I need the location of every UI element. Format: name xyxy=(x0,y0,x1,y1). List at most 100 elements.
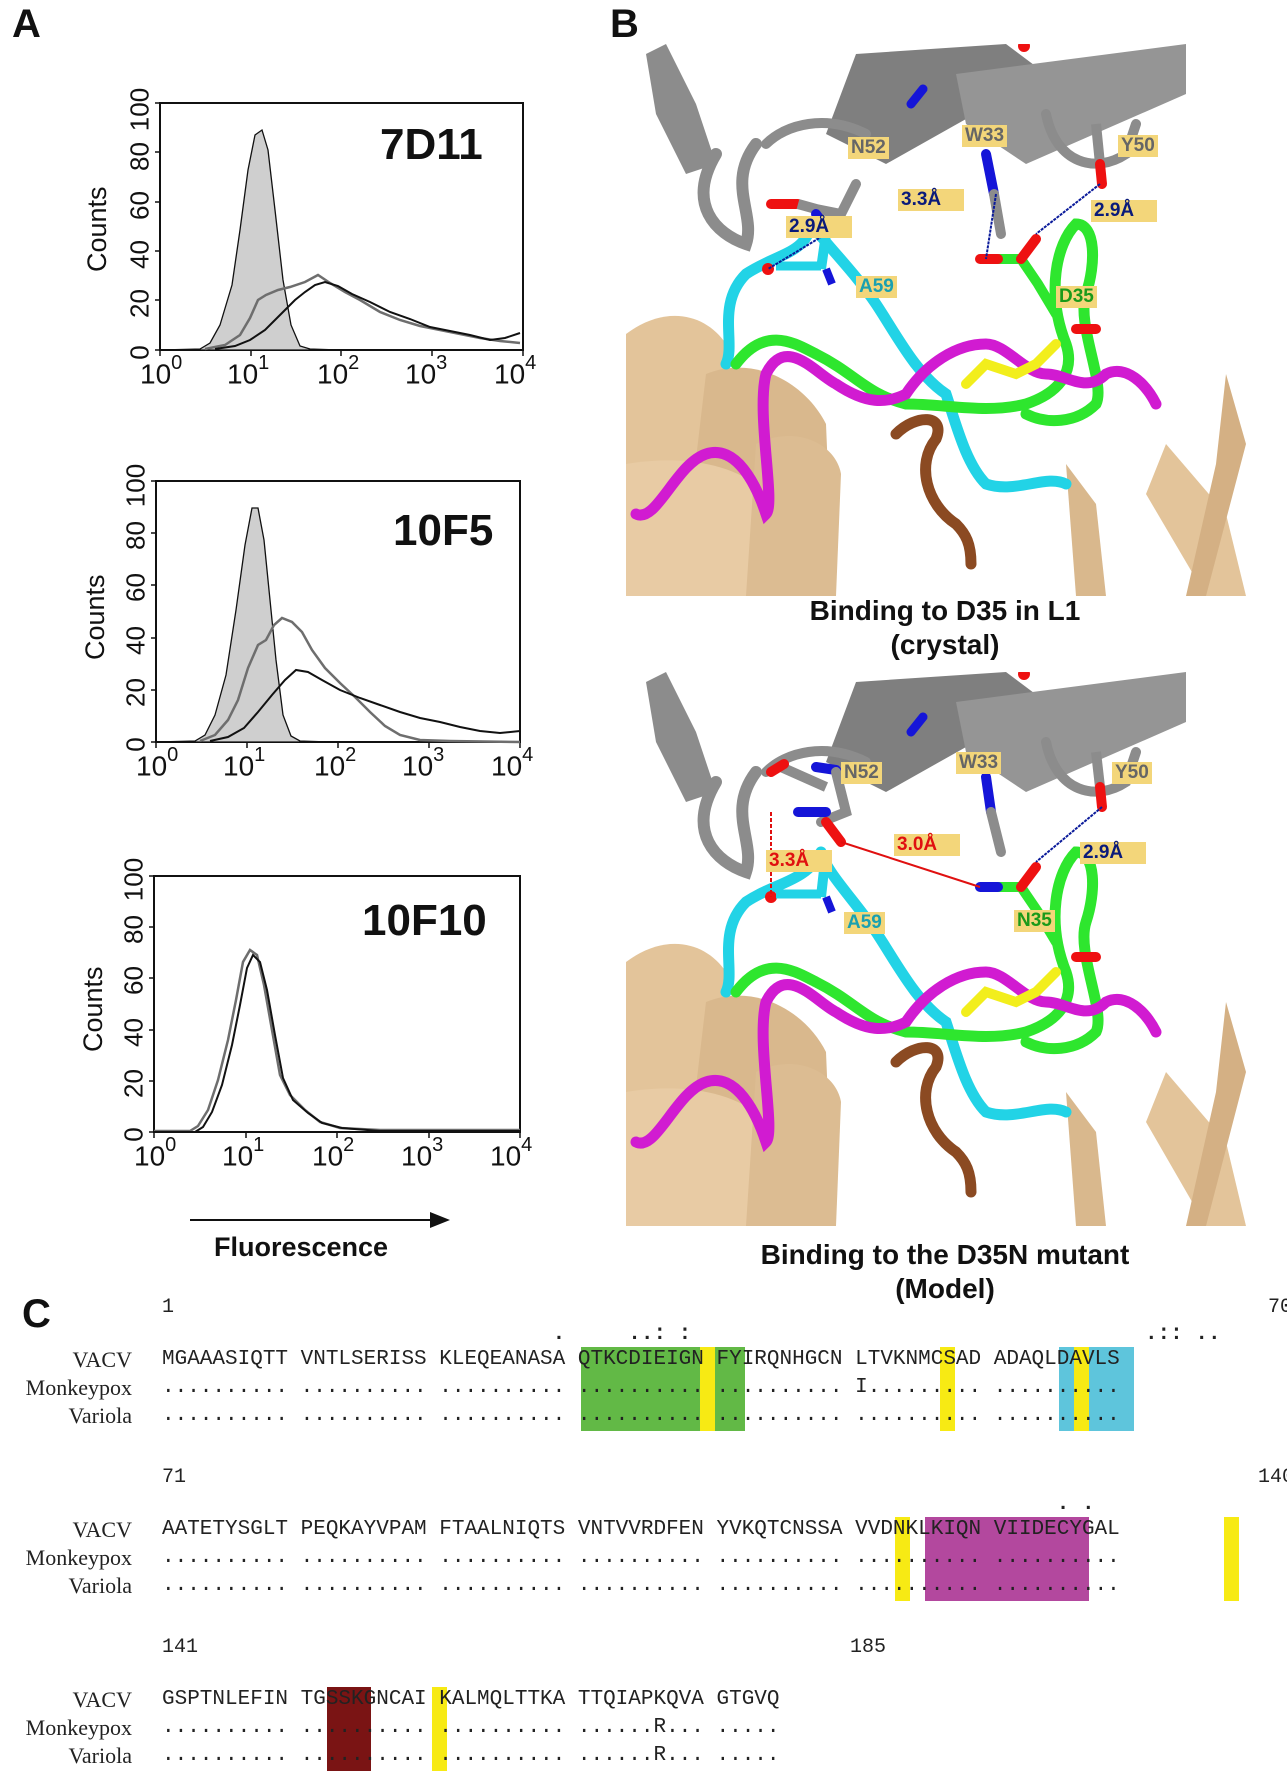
residue-label-n35: N35 xyxy=(1014,910,1055,932)
antibody-label-10f5: 10F5 xyxy=(393,506,494,555)
x-tick-exp: 3 xyxy=(436,352,448,374)
x-tick: 103 xyxy=(401,1134,443,1172)
x-tick: 100 xyxy=(136,744,178,782)
x-tick-base: 10 xyxy=(312,1140,344,1172)
x-tick: 103 xyxy=(405,352,447,390)
distance-label-1: 2.9Å xyxy=(786,216,852,238)
fluorescence-arrow-icon xyxy=(190,1212,450,1228)
residue-label-n52: N52 xyxy=(848,137,889,159)
x-tick-exp: 4 xyxy=(521,1134,533,1156)
x-tick-base: 10 xyxy=(401,1140,433,1172)
distance-label-2: 3.3Å xyxy=(898,189,964,211)
x-tick: 104 xyxy=(491,744,533,782)
x-tick-exp: 4 xyxy=(522,744,534,766)
x-tick-base: 10 xyxy=(405,358,437,390)
x-tick-base: 10 xyxy=(134,1140,166,1172)
x-tick-base: 10 xyxy=(140,358,172,390)
x-tick-base: 10 xyxy=(314,750,346,782)
x-tick-exp: 1 xyxy=(253,1134,265,1156)
x-tick: 103 xyxy=(402,744,444,782)
highlight-yellow xyxy=(895,1517,910,1601)
highlight-magenta xyxy=(925,1517,1089,1601)
x-tick: 102 xyxy=(312,1134,354,1172)
antibody-label-7d11: 7D11 xyxy=(380,120,483,169)
structure-crystal: N52 W33 Y50 2.9Å 3.3Å 2.9Å A59 D35 xyxy=(626,44,1266,596)
x-tick-base: 10 xyxy=(227,358,259,390)
highlight-yellow xyxy=(700,1347,715,1431)
distance-label-3: 2.9Å xyxy=(1091,200,1157,222)
x-tick-exp: 2 xyxy=(343,1134,355,1156)
residue-label-a59: A59 xyxy=(844,912,885,934)
histogram-7d11-plot xyxy=(155,102,524,356)
residue-label-w33: W33 xyxy=(956,752,1002,774)
residue-label-d35: D35 xyxy=(1056,286,1097,308)
x-tick-exp: 1 xyxy=(254,744,266,766)
distance-label-2: 3.0Å xyxy=(894,834,960,856)
structure-model: N52 W33 Y50 3.3Å 3.0Å 2.9Å A59 N35 xyxy=(626,672,1266,1226)
x-tick-base: 10 xyxy=(494,358,526,390)
x-tick-exp: 0 xyxy=(171,352,183,374)
sequence-vacv: MGAAASIQTT VNTLSERISS KLEQEANASA QTKCDIE… xyxy=(162,1348,1120,1371)
residue-label-a59: A59 xyxy=(856,276,897,298)
sequence-name-vacv: VACV xyxy=(72,1687,132,1712)
x-tick-base: 10 xyxy=(223,750,255,782)
sequence-vacv: GSPTNLEFIN TGSSKGNCAI KALMQLTTKA TTQIAPK… xyxy=(162,1688,780,1711)
highlight-yellow xyxy=(1224,1517,1239,1601)
x-tick: 100 xyxy=(134,1134,176,1172)
sequence-name-vacv: VACV xyxy=(72,1347,132,1372)
x-tick: 102 xyxy=(317,352,359,390)
highlight-yellow xyxy=(940,1347,955,1431)
histogram-10f10: 10F10 Counts 0 20 40 60 80 100 100 101 1… xyxy=(0,0,540,1260)
x-tick-exp: 2 xyxy=(348,352,360,374)
x-tick-base: 10 xyxy=(491,750,523,782)
antibody-label-10f10: 10F10 xyxy=(362,896,487,945)
residue-label-n52: N52 xyxy=(841,762,882,784)
position-end: 70 xyxy=(1268,1296,1287,1319)
histogram-10f10-plot xyxy=(149,875,521,1138)
conservation-marks: . ..: : .:: .. xyxy=(162,1323,1221,1346)
structure-crystal-render xyxy=(626,44,1246,596)
caption-line-2: (crystal) xyxy=(890,629,1000,660)
panel-label-c: C xyxy=(22,1292,51,1336)
sequence-name-monkeypox: Monkeypox xyxy=(25,1715,132,1740)
sequence-variola: .......... .......... .......... .......… xyxy=(162,1574,1120,1597)
x-tick-exp: 0 xyxy=(165,1134,177,1156)
x-tick-exp: 2 xyxy=(345,744,357,766)
panel-label-a: A xyxy=(12,2,41,46)
sequence-variola: .......... .......... .......... ......R… xyxy=(162,1744,780,1767)
x-axis-title: Fluorescence xyxy=(214,1232,389,1262)
sequence-name-monkeypox: Monkeypox xyxy=(25,1545,132,1570)
sequence-monkeypox: .......... .......... .......... .......… xyxy=(162,1546,1120,1569)
sequence-vacv: AATETYSGLT PEQKAYVPAM FTAALNIQTS VNTVVRD… xyxy=(162,1518,1120,1541)
caption-line-2: (Model) xyxy=(895,1273,995,1304)
x-tick-exp: 3 xyxy=(433,744,445,766)
x-tick-base: 10 xyxy=(490,1140,522,1172)
structure-model-render xyxy=(626,672,1246,1226)
x-tick: 104 xyxy=(494,352,536,390)
sequence-name-variola: Variola xyxy=(68,1743,132,1768)
x-tick-base: 10 xyxy=(222,1140,254,1172)
sequence-monkeypox: .......... .......... .......... ......R… xyxy=(162,1716,780,1739)
x-tick-base: 10 xyxy=(136,750,168,782)
distance-label-3: 2.9Å xyxy=(1080,842,1146,864)
histogram-10f5-plot xyxy=(151,480,521,748)
histogram-7d11: 7D11 Counts 0 20 40 60 80 100 100 101 10… xyxy=(0,0,540,390)
conservation-marks: . . xyxy=(162,1493,1095,1516)
highlight-yellow xyxy=(1074,1347,1089,1431)
x-tick: 101 xyxy=(227,352,269,390)
residue-label-w33: W33 xyxy=(962,125,1008,147)
x-tick: 101 xyxy=(222,1134,264,1172)
x-tick: 104 xyxy=(490,1134,532,1172)
x-tick: 101 xyxy=(223,744,265,782)
residue-label-y50: Y50 xyxy=(1112,762,1152,784)
x-tick-base: 10 xyxy=(402,750,434,782)
highlight-cyan xyxy=(1059,1347,1134,1431)
sequence-name-variola: Variola xyxy=(68,1573,132,1598)
sequence-name-variola: Variola xyxy=(68,1403,132,1428)
panel-label-b: B xyxy=(610,2,639,46)
x-tick-base: 10 xyxy=(317,358,349,390)
x-tick-exp: 3 xyxy=(432,1134,444,1156)
residue-label-y50: Y50 xyxy=(1118,135,1158,157)
histogram-10f5: 10F5 Counts 0 20 40 60 80 100 100 101 10… xyxy=(0,0,540,790)
